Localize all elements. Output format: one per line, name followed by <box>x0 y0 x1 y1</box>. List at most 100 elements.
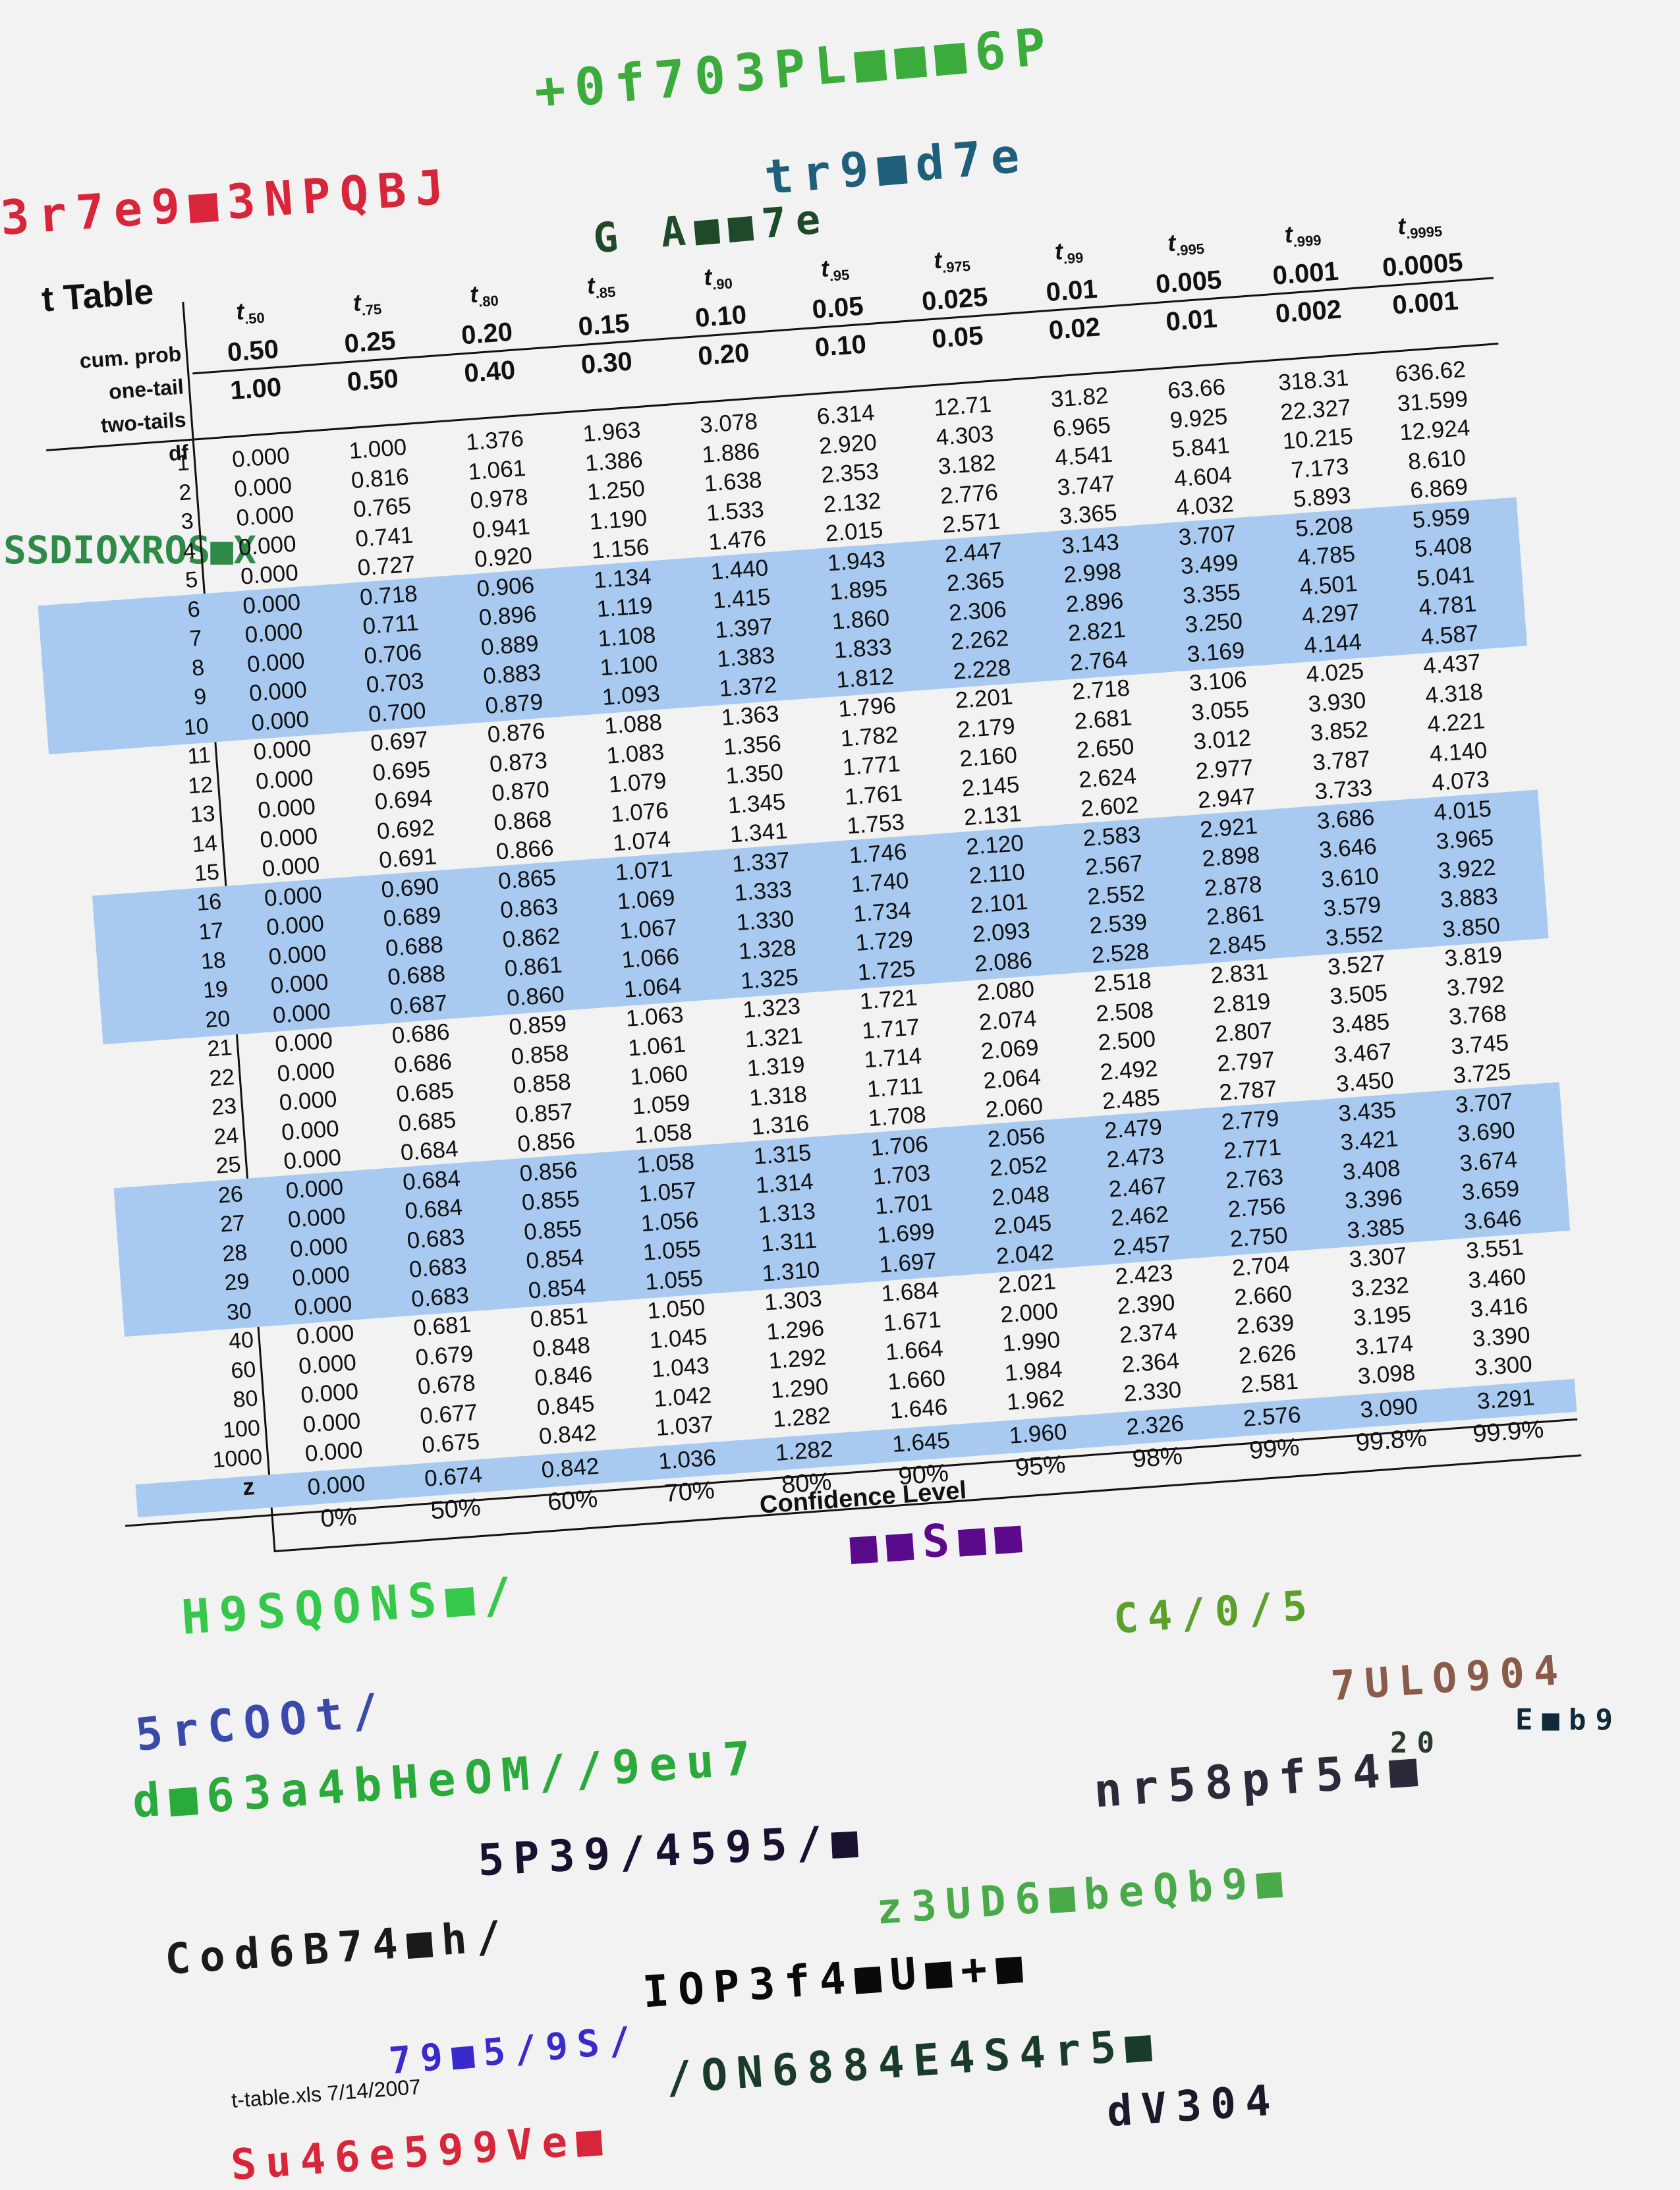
table-cell: 0.692 <box>376 814 435 845</box>
table-cell: 63.66 <box>1167 374 1227 405</box>
table-cell: 0.685 <box>397 1106 457 1137</box>
table-cell: 3.460 <box>1467 1263 1527 1293</box>
table-cell: 1.638 <box>703 466 763 497</box>
table-cell: 2.074 <box>978 1005 1038 1036</box>
table-cell: 1.042 <box>652 1382 713 1412</box>
table-cell: 1.350 <box>725 759 785 789</box>
table-cell: 3.505 <box>1328 979 1389 1009</box>
table-cell: 3.174 <box>1355 1330 1414 1361</box>
table-cell: 31.599 <box>1396 385 1469 417</box>
table-cell: 2.650 <box>1075 733 1135 764</box>
table-cell: 1.060 <box>629 1060 689 1090</box>
column-two-tails: 0.20 <box>696 338 750 372</box>
table-cell: 10.215 <box>1281 423 1354 455</box>
table-cell: 2.000 <box>999 1297 1059 1328</box>
df-row-label: 12 <box>186 772 214 799</box>
table-cell: 0.695 <box>372 756 432 786</box>
column-t-label: t.975 <box>932 246 971 276</box>
table-cell: 1.321 <box>744 1022 804 1053</box>
column-t-label: t.99 <box>1053 237 1084 267</box>
table-cell: 8.610 <box>1407 444 1467 475</box>
table-cell: 3.467 <box>1333 1038 1393 1068</box>
table-cell: 2.660 <box>1233 1280 1293 1310</box>
table-cell: 0.941 <box>471 513 531 544</box>
table-cell: 1.886 <box>701 437 761 468</box>
df-row-label: 18 <box>200 947 227 974</box>
table-cell: 2.390 <box>1116 1289 1176 1319</box>
df-row-label: 40 <box>227 1327 255 1355</box>
scribble-20: dV304 <box>1105 2075 1281 2137</box>
table-cell: 4.604 <box>1173 461 1233 492</box>
scribble-16: Cod6B74■h/ <box>163 1911 513 1985</box>
column-t-label: t.85 <box>586 271 617 302</box>
table-cell: 1.671 <box>882 1306 942 1336</box>
table-cell: 2.776 <box>939 478 999 509</box>
table-cell: 3.485 <box>1331 1009 1391 1039</box>
table-cell: 1.646 <box>889 1393 949 1424</box>
df-row-label: 24 <box>213 1122 240 1150</box>
table-cell: 3.055 <box>1190 695 1250 726</box>
df-row-label: 11 <box>186 742 212 770</box>
df-row-label: 15 <box>193 859 221 887</box>
scribble-13: nr58pf54■ <box>1092 1741 1428 1818</box>
table-cell: 2.500 <box>1097 1026 1157 1056</box>
table-cell: 3.747 <box>1056 470 1116 501</box>
df-row-label: 6 <box>186 596 201 623</box>
column-two-tails: 0.001 <box>1391 286 1460 320</box>
table-cell: 3.768 <box>1447 999 1507 1030</box>
table-cell: 0.685 <box>395 1077 455 1108</box>
scribble-4: SSDIOXROS■X <box>3 528 257 573</box>
df-row-label: 3 <box>180 508 195 535</box>
df-row-label: 22 <box>208 1064 236 1091</box>
cum-prob-label: cum. prob <box>78 341 182 373</box>
df-row-label: 7 <box>188 625 204 652</box>
df-row-label: 100 <box>221 1415 262 1443</box>
df-row-label: 14 <box>191 830 218 857</box>
column-two-tails: 0.02 <box>1048 312 1102 345</box>
table-cell: 0.000 <box>278 1086 338 1116</box>
table-cell: 1.533 <box>705 495 765 526</box>
table-cell: 0.694 <box>374 785 434 815</box>
table-cell: 1.079 <box>607 768 667 798</box>
scribble-8: 7ULO904 <box>1329 1645 1569 1710</box>
table-cell: 636.62 <box>1394 356 1467 387</box>
table-cell: 1.761 <box>843 779 904 810</box>
df-row-label: 29 <box>223 1268 250 1296</box>
table-cell: 3.390 <box>1471 1322 1531 1352</box>
table-cell: 1.963 <box>582 416 642 447</box>
table-cell: 1.076 <box>609 797 669 828</box>
table-cell: 1.292 <box>768 1344 827 1374</box>
table-cell: 0.679 <box>414 1340 474 1371</box>
table-cell: 1.296 <box>765 1314 826 1345</box>
table-cell: 5.841 <box>1171 432 1231 463</box>
table-cell: 3.745 <box>1450 1029 1510 1059</box>
table-cell: 0.000 <box>237 530 297 561</box>
table-cell: 1.319 <box>746 1052 806 1082</box>
scribble-17: IOP3f4■U■+■ <box>641 1940 1034 2018</box>
table-cell: 31.82 <box>1050 382 1109 413</box>
table-cell: 1.714 <box>863 1043 923 1073</box>
table-cell: 0.000 <box>300 1378 360 1409</box>
table-cell: 12.924 <box>1398 414 1471 446</box>
table-cell: 0.741 <box>354 522 414 552</box>
table-cell: 3.232 <box>1350 1272 1410 1302</box>
scribble-14: 5P39/4595/■ <box>476 1814 868 1886</box>
column-t-label: t.90 <box>702 263 733 293</box>
table-cell: 4.140 <box>1428 737 1488 767</box>
table-cell: 1.083 <box>605 739 665 769</box>
two-tails-label: two-tails <box>99 407 187 437</box>
table-cell: 1.190 <box>588 505 648 535</box>
table-title: t Table <box>40 271 155 320</box>
table-cell: 1.962 <box>1005 1385 1065 1416</box>
table-cell: 0.858 <box>510 1039 570 1070</box>
table-cell: 6.314 <box>816 399 876 430</box>
table-cell: 2.330 <box>1123 1376 1183 1407</box>
table-cell: 0.816 <box>350 463 410 493</box>
table-cell: 0.978 <box>469 484 529 514</box>
table-cell: 1.059 <box>631 1089 691 1119</box>
table-cell: 0.848 <box>531 1332 592 1362</box>
table-cell: 2.492 <box>1099 1055 1159 1085</box>
table-cell: 0.000 <box>235 501 295 532</box>
table-cell: 0.677 <box>418 1399 479 1429</box>
column-two-tails: 0.10 <box>814 329 868 363</box>
